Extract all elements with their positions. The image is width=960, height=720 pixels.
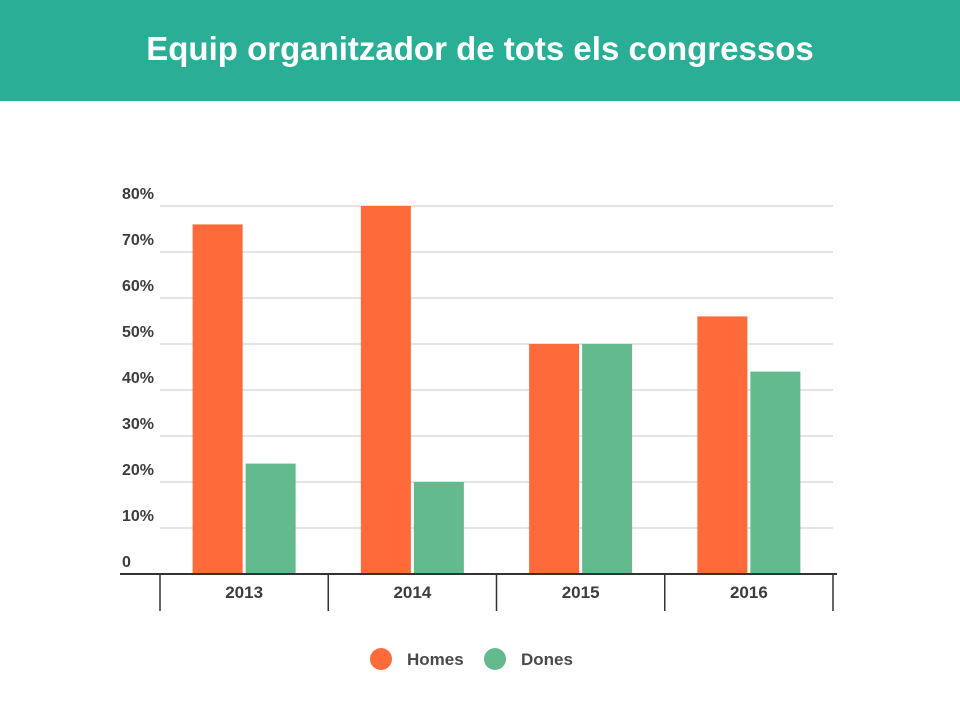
y-tick-label: 60%	[122, 278, 154, 295]
title-banner: Equip organitzador de tots els congresso…	[0, 0, 960, 101]
page-title: Equip organitzador de tots els congresso…	[146, 29, 814, 67]
legend-marker-homes	[370, 648, 392, 670]
x-tick-label: 2016	[730, 583, 768, 602]
bar-homes-2016	[697, 316, 748, 574]
bar-dones-2013	[245, 463, 296, 574]
bar-homes-2013	[192, 224, 243, 574]
bar-homes-2014	[360, 206, 411, 574]
bar-dones-2016	[750, 371, 801, 574]
legend-label-dones: Dones	[521, 650, 573, 669]
y-tick-label: 40%	[122, 370, 154, 387]
bar-dones-2015	[582, 344, 633, 574]
y-tick-label: 10%	[122, 508, 154, 525]
y-tick-label: 0	[122, 554, 131, 571]
y-tick-label: 20%	[122, 462, 154, 479]
x-tick-label: 2014	[393, 583, 431, 602]
y-tick-label: 80%	[122, 186, 154, 203]
legend-label-homes: Homes	[407, 650, 464, 669]
x-tick-label: 2015	[562, 583, 600, 602]
bar-homes-2015	[529, 344, 580, 574]
y-tick-label: 50%	[122, 324, 154, 341]
x-tick-label: 2013	[225, 583, 263, 602]
bar-dones-2014	[413, 482, 464, 574]
legend-marker-dones	[484, 648, 506, 670]
y-tick-label: 30%	[122, 416, 154, 433]
y-tick-label: 70%	[122, 232, 154, 249]
